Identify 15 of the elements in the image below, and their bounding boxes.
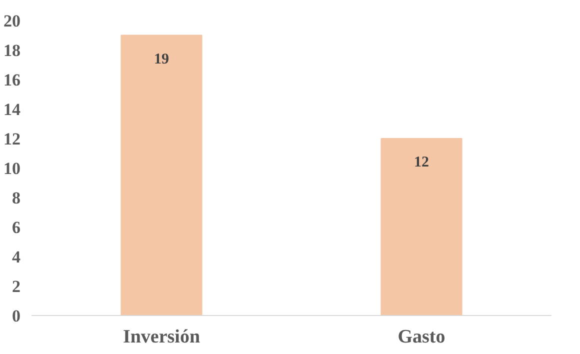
y-tick-label: 0 (12, 306, 20, 326)
y-tick-label: 20 (4, 12, 20, 30)
x-tick-label: Inversión (122, 326, 200, 348)
y-tick-label: 12 (4, 130, 20, 148)
y-tick-label: 10 (4, 159, 20, 178)
data-label: 12 (414, 154, 429, 170)
y-tick-label: 6 (12, 218, 20, 237)
y-tick-label: 16 (4, 70, 20, 90)
x-tick-label: Gasto (398, 326, 446, 348)
y-tick-label: 2 (12, 277, 20, 296)
data-label: 19 (154, 51, 169, 68)
y-tick-label: 18 (4, 41, 20, 60)
y-tick-label: 4 (12, 248, 21, 266)
y-tick-label: 8 (12, 188, 20, 208)
y-tick-label: 14 (4, 100, 21, 119)
